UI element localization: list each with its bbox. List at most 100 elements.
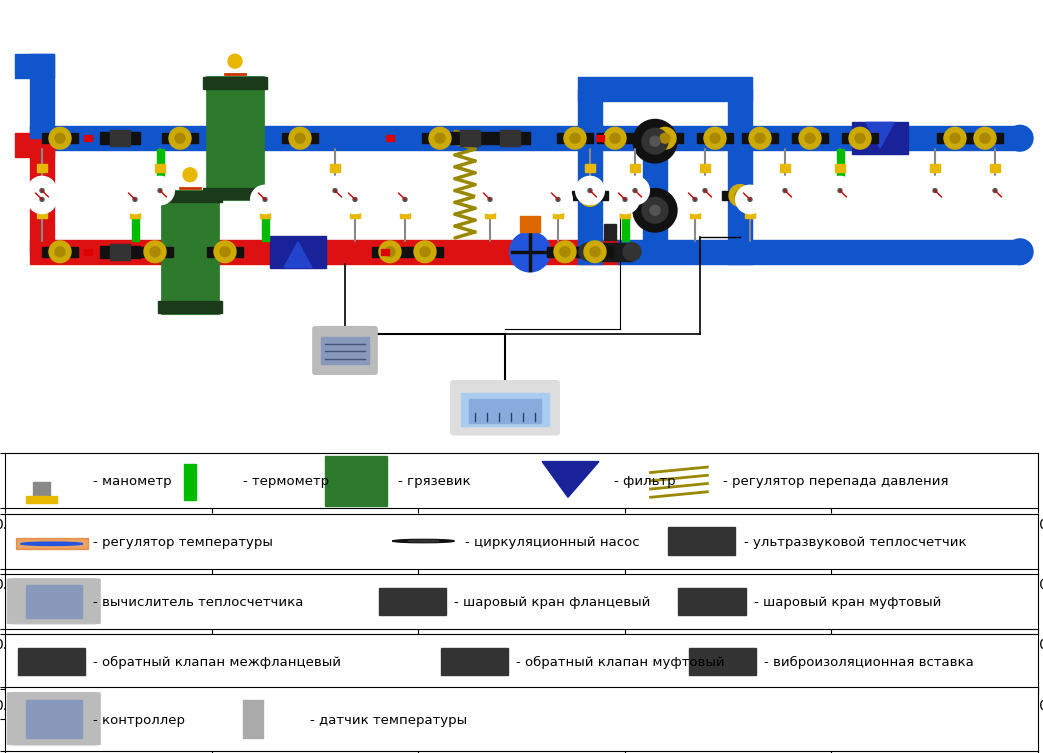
FancyBboxPatch shape (451, 381, 559, 434)
Circle shape (576, 177, 604, 204)
Circle shape (1006, 239, 1033, 264)
Circle shape (703, 188, 707, 193)
Bar (745, 210, 755, 218)
Circle shape (611, 185, 639, 213)
Bar (630, 164, 640, 172)
Circle shape (571, 133, 580, 143)
Circle shape (556, 197, 560, 201)
Bar (770, 133, 778, 143)
Bar (469, 399, 541, 422)
Circle shape (579, 243, 597, 261)
Circle shape (263, 197, 267, 201)
Circle shape (435, 133, 445, 143)
Circle shape (353, 197, 357, 201)
Bar (930, 164, 940, 172)
Text: - датчик температуры: - датчик температуры (310, 714, 467, 727)
Bar (675, 133, 683, 143)
Circle shape (650, 206, 660, 215)
Bar (575, 247, 583, 257)
Bar (450, 133, 458, 143)
Bar (407, 247, 415, 257)
Bar (155, 164, 165, 172)
Circle shape (146, 177, 174, 204)
Circle shape (974, 127, 996, 149)
Circle shape (710, 133, 720, 143)
Circle shape (642, 128, 668, 154)
Bar (450, 133, 460, 144)
Circle shape (944, 127, 966, 149)
Bar (37, 164, 47, 172)
Circle shape (560, 247, 571, 257)
Circle shape (826, 177, 854, 204)
Circle shape (40, 197, 44, 201)
Text: - фильтр: - фильтр (614, 475, 676, 489)
Bar (435, 247, 443, 257)
Bar (596, 136, 604, 141)
Circle shape (579, 184, 601, 206)
Bar (836, 149, 844, 191)
Circle shape (590, 247, 600, 257)
Circle shape (134, 197, 137, 201)
Bar (130, 210, 140, 218)
Bar (460, 130, 480, 146)
Bar (203, 77, 267, 89)
Bar (480, 133, 490, 144)
Circle shape (144, 241, 166, 263)
Circle shape (341, 185, 369, 213)
Bar (642, 150, 668, 240)
Text: - шаровый кран фланцевый: - шаровый кран фланцевый (455, 596, 651, 609)
Bar (350, 210, 360, 218)
Bar (578, 77, 752, 101)
Bar (84, 248, 92, 255)
Bar (725, 133, 733, 143)
Circle shape (385, 247, 395, 257)
Bar (203, 187, 267, 200)
FancyBboxPatch shape (7, 579, 100, 623)
Bar (842, 133, 850, 143)
Bar (137, 247, 145, 257)
Circle shape (610, 133, 620, 143)
Text: - контроллер: - контроллер (93, 714, 185, 727)
Circle shape (633, 120, 677, 163)
Bar (70, 133, 78, 143)
Bar (870, 133, 878, 143)
Circle shape (783, 188, 787, 193)
Circle shape (1006, 126, 1033, 151)
Circle shape (642, 197, 668, 223)
Bar (260, 210, 270, 218)
Bar (965, 133, 973, 143)
Bar (585, 133, 593, 143)
Bar (157, 191, 222, 203)
Circle shape (621, 195, 630, 204)
Circle shape (692, 177, 719, 204)
Text: - регулятор перепада давления: - регулятор перепада давления (723, 475, 948, 489)
Bar (42, 247, 50, 257)
Circle shape (429, 127, 451, 149)
Bar (235, 247, 243, 257)
Bar (184, 465, 196, 500)
Bar (372, 247, 380, 257)
Text: - манометр: - манометр (93, 475, 172, 489)
Circle shape (748, 197, 752, 201)
Circle shape (220, 247, 231, 257)
Circle shape (933, 188, 937, 193)
Circle shape (735, 191, 745, 200)
Circle shape (835, 186, 845, 195)
Bar (207, 77, 263, 200)
Bar (604, 224, 616, 240)
Circle shape (295, 133, 305, 143)
Circle shape (771, 177, 799, 204)
Circle shape (21, 542, 82, 545)
Circle shape (805, 133, 815, 143)
Bar (310, 133, 318, 143)
Circle shape (321, 177, 349, 204)
Bar (995, 133, 1003, 143)
Circle shape (130, 195, 140, 204)
Bar (30, 127, 1020, 150)
Circle shape (289, 127, 311, 149)
Bar (30, 133, 54, 252)
Bar (600, 191, 608, 200)
Bar (110, 244, 130, 260)
Bar (500, 130, 520, 146)
Bar (190, 133, 198, 143)
